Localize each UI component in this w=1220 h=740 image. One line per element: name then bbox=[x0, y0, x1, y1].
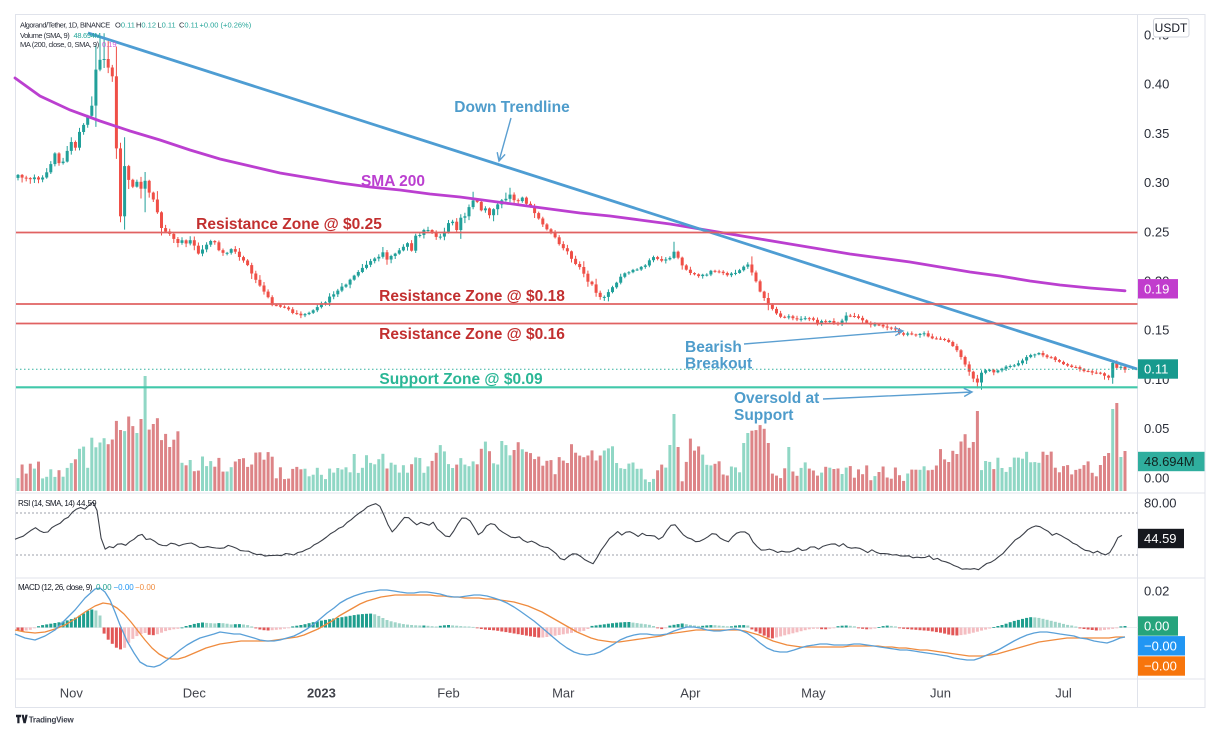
svg-text:0.25: 0.25 bbox=[1144, 224, 1169, 239]
svg-text:Oversold at: Oversold at bbox=[734, 390, 819, 407]
svg-text:44.59: 44.59 bbox=[1144, 531, 1177, 546]
svg-text:−0.00: −0.00 bbox=[1144, 638, 1177, 653]
svg-text:Resistance Zone @ $0.18: Resistance Zone @ $0.18 bbox=[379, 288, 565, 305]
svg-text:0.05: 0.05 bbox=[1144, 421, 1169, 436]
svg-text:2023: 2023 bbox=[307, 686, 336, 701]
svg-text:0.15: 0.15 bbox=[1144, 323, 1169, 338]
svg-text:TradingView: TradingView bbox=[29, 716, 75, 725]
svg-text:MA (200, close, 0, SMA, 9): MA (200, close, 0, SMA, 9) bbox=[20, 40, 100, 49]
svg-text:Jun: Jun bbox=[930, 686, 951, 701]
svg-text:0.00: 0.00 bbox=[1144, 470, 1169, 485]
svg-text:L0.11: L0.11 bbox=[158, 21, 176, 30]
svg-text:Mar: Mar bbox=[552, 686, 575, 701]
svg-text:Down Trendline: Down Trendline bbox=[454, 99, 570, 116]
svg-text:RSI (14, SMA, 14): RSI (14, SMA, 14) bbox=[18, 499, 75, 508]
svg-text:Feb: Feb bbox=[437, 686, 459, 701]
svg-text:0.19: 0.19 bbox=[1144, 281, 1169, 296]
svg-text:−0.00: −0.00 bbox=[135, 583, 156, 592]
svg-text:0.19: 0.19 bbox=[102, 40, 117, 49]
svg-text:Resistance Zone @ $0.16: Resistance Zone @ $0.16 bbox=[379, 326, 565, 343]
svg-text:Breakout: Breakout bbox=[685, 356, 752, 373]
svg-text:80.00: 80.00 bbox=[1144, 495, 1177, 510]
svg-text:0.35: 0.35 bbox=[1144, 126, 1169, 141]
svg-text:MACD (12, 26, close, 9): MACD (12, 26, close, 9) bbox=[18, 583, 93, 592]
svg-text:+0.00 (+0.26%): +0.00 (+0.26%) bbox=[200, 21, 252, 30]
svg-text:Support Zone @ $0.09: Support Zone @ $0.09 bbox=[379, 371, 543, 388]
svg-text:Algorand/Tether, 1D, BINANCE: Algorand/Tether, 1D, BINANCE bbox=[20, 21, 110, 30]
svg-text:Volume (SMA, 9): Volume (SMA, 9) bbox=[20, 31, 70, 40]
svg-text:0.40: 0.40 bbox=[1144, 77, 1169, 92]
svg-text:48.694M: 48.694M bbox=[74, 31, 101, 40]
svg-text:Resistance Zone @ $0.25: Resistance Zone @ $0.25 bbox=[196, 216, 382, 233]
svg-text:May: May bbox=[801, 686, 826, 701]
svg-text:H0.12: H0.12 bbox=[136, 21, 156, 30]
svg-text:0.11: 0.11 bbox=[1144, 362, 1168, 377]
svg-text:−0.00: −0.00 bbox=[114, 583, 135, 592]
svg-text:Nov: Nov bbox=[60, 686, 84, 701]
svg-text:SMA 200: SMA 200 bbox=[361, 173, 425, 190]
svg-text:Dec: Dec bbox=[183, 686, 207, 701]
svg-text:Bearish: Bearish bbox=[685, 339, 742, 356]
svg-text:Support: Support bbox=[734, 407, 793, 424]
svg-text:48.694M: 48.694M bbox=[1144, 454, 1195, 469]
svg-text:0.00: 0.00 bbox=[1144, 619, 1169, 634]
svg-text:USDT: USDT bbox=[1155, 21, 1188, 35]
svg-text:Jul: Jul bbox=[1055, 686, 1072, 701]
svg-text:Apr: Apr bbox=[680, 686, 701, 701]
svg-text:44.59: 44.59 bbox=[77, 499, 98, 508]
svg-text:0.00: 0.00 bbox=[96, 583, 112, 592]
svg-text:0.02: 0.02 bbox=[1144, 584, 1169, 599]
svg-text:C0.11: C0.11 bbox=[179, 21, 198, 30]
svg-text:−0.00: −0.00 bbox=[1144, 659, 1177, 674]
svg-text:O0.11: O0.11 bbox=[115, 21, 135, 30]
svg-text:0.30: 0.30 bbox=[1144, 175, 1169, 190]
